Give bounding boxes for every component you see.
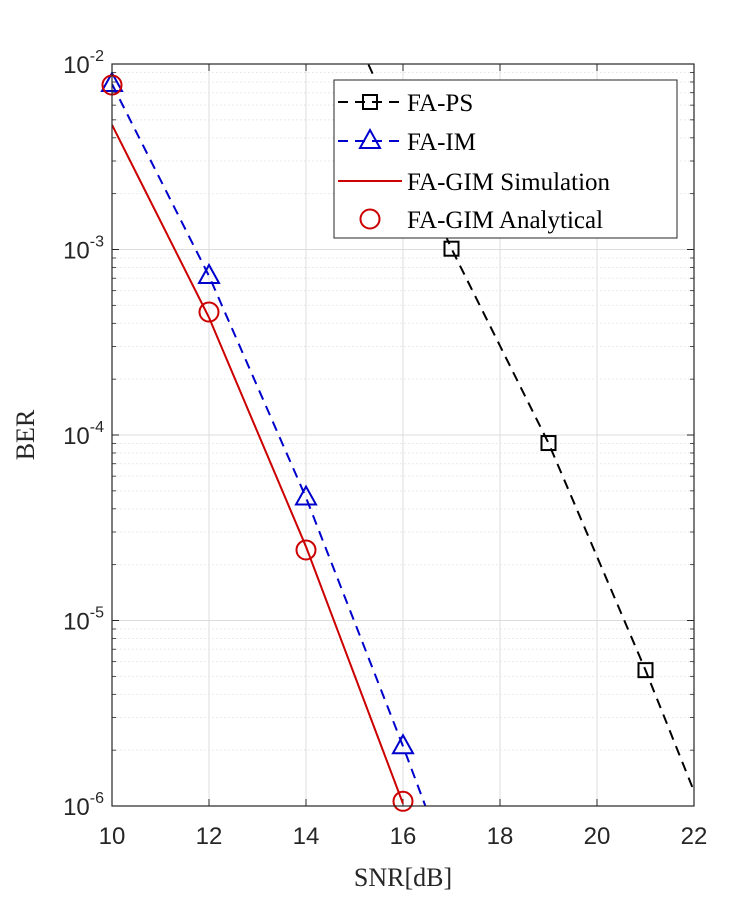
legend-swatch-marker	[362, 94, 378, 110]
x-axis-label: SNR[dB]	[354, 863, 452, 892]
legend-item-fa-gim-simulation: FA-GIM Simulation	[338, 169, 611, 196]
legend-label: FA-PS	[407, 90, 473, 117]
x-tick-label: 22	[681, 823, 708, 850]
y-tick-label: 10-3	[63, 234, 104, 265]
data-point-fa-ps	[637, 662, 654, 679]
series-line-fa-im	[112, 83, 427, 806]
legend-item-fa-im: FA-IM	[338, 127, 476, 156]
data-point-fa-ps	[540, 435, 557, 452]
y-tick-label: 10-4	[63, 419, 104, 450]
data-point-fa-im	[294, 484, 318, 506]
legend-item-fa-gim-analytical: FA-GIM Analytical	[359, 207, 603, 234]
legend: FA-PS FA-IM FA-GIM Simulation FA-GIM Analyt…	[333, 79, 678, 239]
legend-label: FA-IM	[407, 129, 476, 156]
legend-label: FA-GIM Analytical	[407, 207, 603, 234]
data-point-fa-gim-analytical	[295, 539, 317, 561]
x-tick-label: 10	[99, 823, 126, 850]
data-point-fa-gim-analytical	[392, 790, 414, 812]
legend-box	[333, 79, 678, 239]
grid	[111, 63, 695, 807]
legend-item-fa-ps: FA-PS	[338, 90, 473, 117]
x-tick-label: 14	[293, 823, 320, 850]
x-tick-label: 12	[196, 823, 223, 850]
legend-label: FA-GIM Simulation	[407, 169, 611, 196]
y-tick-labels: 10-6 10-5 10-4 10-3 10-2	[63, 48, 104, 821]
data-point-fa-gim-analytical	[198, 301, 220, 323]
x-tick-label: 20	[584, 823, 611, 850]
markers-layer	[100, 70, 654, 812]
y-tick-label: 10-6	[63, 790, 104, 821]
legend-swatch-marker	[359, 208, 381, 230]
axes-box	[111, 63, 695, 807]
data-point-fa-im	[197, 262, 221, 284]
y-tick-label: 10-5	[63, 605, 104, 636]
data-point-fa-im	[391, 733, 415, 755]
data-point-fa-ps	[443, 240, 460, 257]
x-tick-labels: 10 12 14 16 18 20 22	[99, 823, 708, 850]
y-tick-label: 10-2	[63, 48, 104, 79]
x-tick-label: 16	[390, 823, 417, 850]
x-tick-label: 18	[487, 823, 514, 850]
legend-swatch-marker	[358, 127, 382, 149]
series-line-fa-gim-simulation	[112, 124, 404, 804]
y-axis-label: BER	[11, 409, 40, 460]
